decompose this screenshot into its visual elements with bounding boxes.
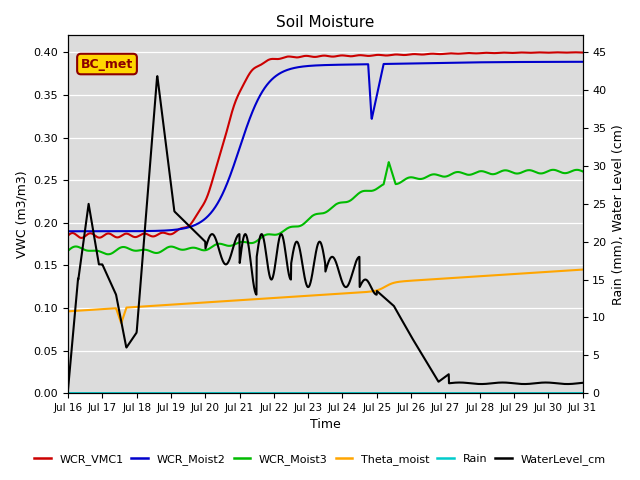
- Text: BC_met: BC_met: [81, 58, 133, 71]
- X-axis label: Time: Time: [310, 419, 340, 432]
- Y-axis label: VWC (m3/m3): VWC (m3/m3): [15, 170, 28, 258]
- Y-axis label: Rain (mm), Water Level (cm): Rain (mm), Water Level (cm): [612, 124, 625, 305]
- Title: Soil Moisture: Soil Moisture: [276, 15, 374, 30]
- Legend: WCR_VMC1, WCR_Moist2, WCR_Moist3, Theta_moist, Rain, WaterLevel_cm: WCR_VMC1, WCR_Moist2, WCR_Moist3, Theta_…: [29, 450, 611, 469]
